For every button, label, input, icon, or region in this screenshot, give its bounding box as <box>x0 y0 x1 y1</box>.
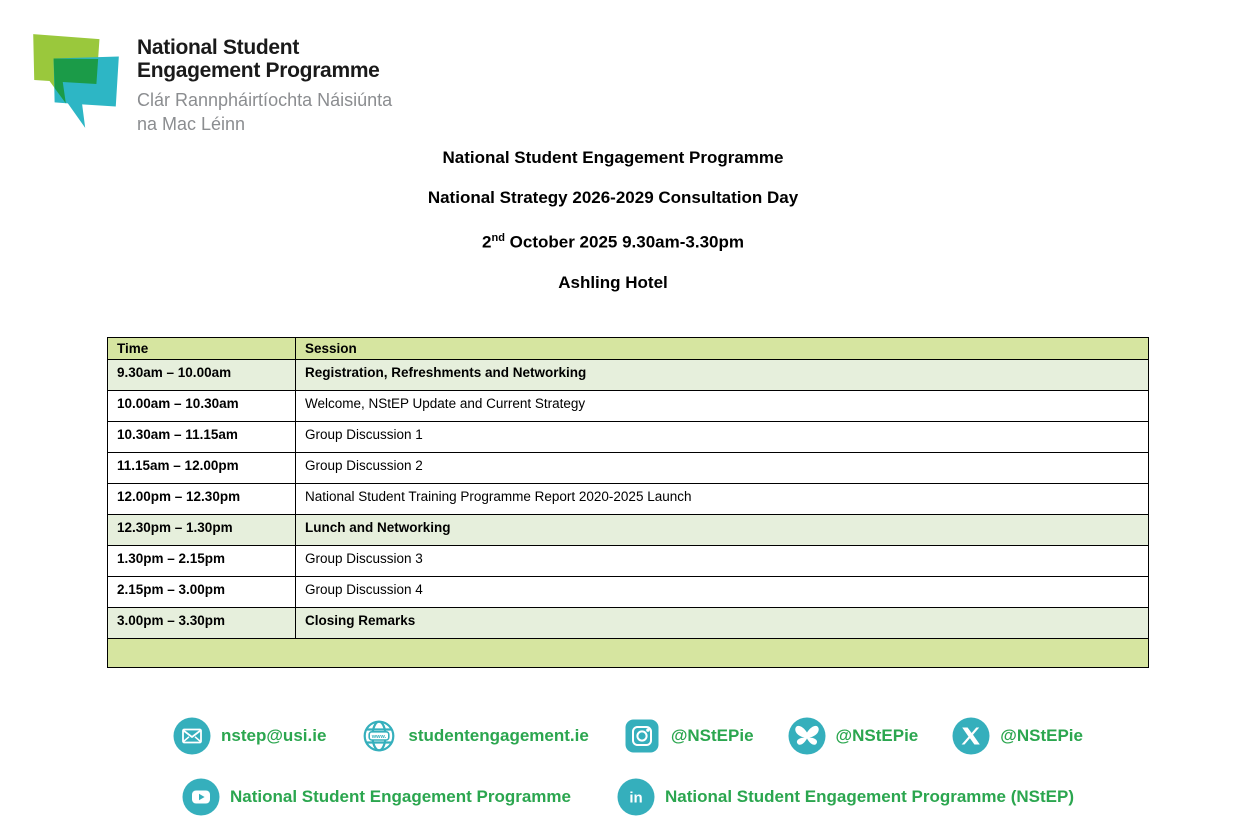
footer-row-2: National Student Engagement Programme in… <box>118 778 1138 816</box>
contact-footer: nstep@usi.ie www. studentengagement.ie @… <box>118 717 1138 816</box>
time-cell: 2.15pm – 3.00pm <box>107 576 296 608</box>
session-cell: Group Discussion 1 <box>295 421 1149 453</box>
time-cell: 12.30pm – 1.30pm <box>107 514 296 546</box>
agenda-row: 11.15am – 12.00pm Group Discussion 2 <box>107 452 1149 484</box>
youtube-link[interactable]: National Student Engagement Programme <box>182 778 571 816</box>
time-cell: 1.30pm – 2.15pm <box>107 545 296 577</box>
svg-text:www.: www. <box>371 734 387 740</box>
nstep-logo-icon <box>28 30 122 136</box>
session-cell: Registration, Refreshments and Networkin… <box>295 359 1149 391</box>
linkedin-icon: in <box>617 778 655 816</box>
time-cell: 9.30am – 10.00am <box>107 359 296 391</box>
instagram-handle: @NStEPie <box>670 726 754 745</box>
email-icon <box>173 717 211 755</box>
logo-name-line2: Engagement Programme <box>137 59 380 82</box>
heading-venue: Ashling Hotel <box>558 272 668 292</box>
nstep-logo-text: National Student Engagement Programme Cl… <box>137 30 392 136</box>
svg-text:in: in <box>629 790 642 807</box>
agenda-table: Time Session 9.30am – 10.00am Registrati… <box>107 337 1149 668</box>
agenda-table-container: Time Session 9.30am – 10.00am Registrati… <box>107 337 1149 668</box>
heading-date: 2nd October 2025 9.30am-3.30pm <box>0 229 1226 252</box>
nstep-logo: National Student Engagement Programme Cl… <box>28 30 392 136</box>
session-cell: Welcome, NStEP Update and Current Strate… <box>295 390 1149 422</box>
agenda-header-row: Time Session <box>107 337 1149 360</box>
spacer-cell <box>107 638 1149 668</box>
session-cell: Group Discussion 3 <box>295 545 1149 577</box>
bluesky-handle: @NStEPie <box>835 726 919 745</box>
time-cell: 3.00pm – 3.30pm <box>107 607 296 639</box>
heading-event: National Strategy 2026-2029 Consultation… <box>427 188 799 207</box>
session-cell: Lunch and Networking <box>295 514 1149 546</box>
agenda-row: 3.00pm – 3.30pm Closing Remarks <box>107 607 1149 639</box>
heading-date-rest: October 2025 9.30am-3.30pm <box>504 232 744 252</box>
session-cell: Group Discussion 4 <box>295 576 1149 608</box>
bluesky-butterfly-icon <box>788 717 826 755</box>
agenda-row: 12.00pm – 12.30pm National Student Train… <box>107 483 1149 515</box>
agenda-row: 1.30pm – 2.15pm Group Discussion 3 <box>107 545 1149 577</box>
website-address: studentengagement.ie <box>408 726 589 745</box>
agenda-row: 10.00am – 10.30am Welcome, NStEP Update … <box>107 390 1149 422</box>
youtube-channel: National Student Engagement Programme <box>230 787 571 806</box>
time-cell: 10.30am – 11.15am <box>107 421 296 453</box>
logo-name-line1: National Student <box>137 36 300 59</box>
session-cell: Group Discussion 2 <box>295 452 1149 484</box>
session-cell: National Student Training Programme Repo… <box>295 483 1149 515</box>
heading-date-day: 2 <box>482 232 492 252</box>
instagram-link[interactable]: @NStEPie <box>623 717 754 755</box>
col-header-time: Time <box>107 337 296 360</box>
x-handle: @NStEPie <box>1000 726 1083 745</box>
instagram-icon <box>623 717 661 755</box>
heading-programme: National Student Engagement Programme <box>442 148 784 167</box>
x-link[interactable]: @NStEPie <box>952 717 1083 755</box>
email-address: nstep@usi.ie <box>221 726 327 745</box>
col-header-session: Session <box>295 337 1149 360</box>
email-link[interactable]: nstep@usi.ie <box>173 717 326 755</box>
youtube-icon <box>182 778 220 816</box>
footer-row-1: nstep@usi.ie www. studentengagement.ie @… <box>118 717 1138 755</box>
time-cell: 12.00pm – 12.30pm <box>107 483 296 515</box>
globe-icon: www. <box>360 717 398 755</box>
time-cell: 10.00am – 10.30am <box>107 390 296 422</box>
session-cell: Closing Remarks <box>295 607 1149 639</box>
agenda-row: 9.30am – 10.00am Registration, Refreshme… <box>107 359 1149 391</box>
linkedin-link[interactable]: in National Student Engagement Programme… <box>617 778 1074 816</box>
website-link[interactable]: www. studentengagement.ie <box>360 717 589 755</box>
document-headings: National Student Engagement Programme Na… <box>0 149 1226 314</box>
agenda-row: 12.30pm – 1.30pm Lunch and Networking <box>107 514 1149 546</box>
linkedin-page: National Student Engagement Programme (N… <box>665 787 1074 806</box>
agenda-row: 10.30am – 11.15am Group Discussion 1 <box>107 421 1149 453</box>
bluesky-link[interactable]: @NStEPie <box>788 717 919 755</box>
agenda-row: 2.15pm – 3.00pm Group Discussion 4 <box>107 576 1149 608</box>
heading-date-ordinal: nd <box>491 232 505 244</box>
logo-irish-line1: Clár Rannpháirtíochta Náisiúnta <box>137 90 393 110</box>
logo-irish-line2: na Mac Léinn <box>137 114 246 134</box>
x-icon <box>952 717 990 755</box>
time-cell: 11.15am – 12.00pm <box>107 452 296 484</box>
agenda-footer-spacer-row <box>107 638 1149 668</box>
